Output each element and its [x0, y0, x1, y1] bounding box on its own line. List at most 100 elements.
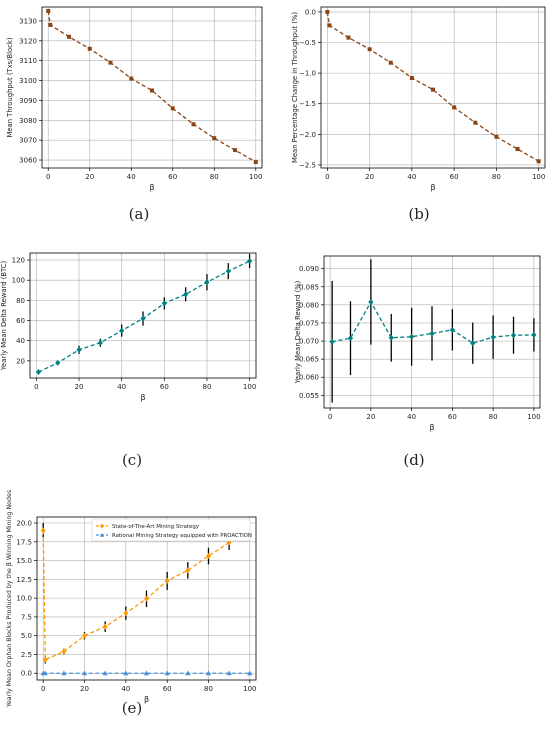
- y-tick-label: 15.0: [16, 557, 32, 565]
- data-point: [409, 76, 414, 81]
- legend-swatch-marker: [99, 532, 105, 537]
- data-point: [368, 298, 374, 305]
- y-tick-label: 0.075: [299, 319, 319, 327]
- data-point: [205, 670, 212, 676]
- legend-label: Rational Mining Strategy equipped with P…: [112, 533, 252, 539]
- data-point: [144, 595, 149, 602]
- x-tick-label: 60: [448, 413, 457, 421]
- data-point: [42, 670, 48, 676]
- x-tick-label: 40: [127, 173, 136, 181]
- x-tick-label: 40: [407, 173, 416, 181]
- x-tick-label: 100: [527, 413, 540, 421]
- data-point: [102, 670, 108, 676]
- data-point: [247, 670, 253, 676]
- x-axis-label: β: [140, 393, 145, 402]
- data-point: [161, 300, 167, 307]
- data-point: [388, 60, 393, 65]
- x-tick-label: 0: [41, 685, 45, 693]
- x-tick-label: 0: [328, 413, 332, 421]
- y-tick-label: 80: [16, 297, 25, 305]
- legend-box: [91, 518, 251, 542]
- y-tick-label: 3070: [19, 137, 37, 145]
- data-point: [494, 134, 499, 139]
- data-point: [119, 327, 125, 334]
- x-tick-label: 100: [243, 383, 256, 391]
- data-point: [82, 632, 87, 639]
- x-tick-label: 100: [532, 173, 545, 181]
- x-tick-label: 80: [489, 413, 498, 421]
- panel-label: (a): [129, 205, 150, 223]
- y-tick-label: 0.055: [299, 392, 319, 400]
- plot-frame: [323, 255, 541, 409]
- series-1: [35, 254, 253, 375]
- y-tick-label: 5.0: [21, 632, 32, 640]
- data-point: [388, 334, 394, 341]
- y-tick-label: −2.0: [299, 131, 316, 139]
- chart-panel-3: 0 20 40 60 80 100 20 40 60 80 100 120 β Yearly Mean D…: [0, 252, 257, 469]
- data-point: [367, 47, 372, 52]
- panel-label: (d): [403, 451, 424, 469]
- data-point: [515, 147, 520, 152]
- y-tick-label: 0.060: [299, 374, 319, 382]
- y-tick-label: 3110: [19, 57, 37, 65]
- series-1: [40, 523, 232, 664]
- x-tick-label: 20: [75, 383, 84, 391]
- data-point: [409, 333, 415, 340]
- y-tick-label: 3080: [19, 117, 37, 125]
- data-point: [123, 610, 129, 617]
- legend: State-of-The-Art Mining Strategy Rational…: [91, 518, 252, 542]
- x-tick-label: 20: [85, 173, 94, 181]
- y-tick-label: −1.0: [299, 70, 316, 78]
- y-tick-label: 0.080: [299, 301, 319, 309]
- y-tick-label: 3130: [19, 17, 37, 25]
- data-point: [431, 87, 435, 92]
- data-point: [452, 105, 457, 110]
- data-point: [46, 8, 51, 13]
- data-point: [247, 258, 253, 265]
- data-point: [140, 315, 146, 322]
- data-point: [164, 670, 170, 676]
- data-point: [40, 527, 46, 534]
- chart-panel-1: 0 20 40 60 80 100 3060 3070 3080 3090 3100 3110 3120…: [6, 6, 262, 223]
- data-point: [185, 567, 191, 574]
- x-tick-label: 40: [117, 383, 126, 391]
- chart-panel-5: 0 20 40 60 80 100 0.0 2.5 5.0 7.5 10.0 12.5 15.0 17.5…: [6, 490, 256, 717]
- y-tick-label: −0.5: [299, 39, 316, 47]
- data-point: [329, 338, 335, 345]
- data-point: [97, 339, 103, 346]
- y-tick-label: 120: [12, 257, 25, 265]
- x-tick-label: 60: [160, 383, 169, 391]
- series-1: [46, 8, 258, 165]
- x-tick-label: 40: [121, 685, 130, 693]
- series-line: [47, 10, 257, 163]
- x-axis-label: β: [429, 423, 434, 432]
- data-point: [61, 670, 67, 676]
- data-point: [76, 346, 82, 353]
- x-axis-label: β: [144, 695, 149, 704]
- data-point: [42, 656, 48, 663]
- series-1: [325, 9, 541, 164]
- x-tick-label: 0: [325, 173, 329, 181]
- data-point: [185, 670, 191, 676]
- y-axis-label: Mean Throughput (Txs/Block): [6, 37, 14, 137]
- legend-swatch-marker: [100, 523, 104, 529]
- x-tick-label: 80: [204, 685, 213, 693]
- data-point: [191, 122, 196, 127]
- data-point: [204, 279, 210, 286]
- panel-label: (c): [122, 451, 142, 469]
- data-point: [346, 35, 351, 40]
- panel-label: (b): [408, 205, 429, 223]
- y-tick-label: −2.5: [299, 161, 316, 169]
- x-axis-label: β: [149, 183, 154, 192]
- data-point: [102, 623, 108, 630]
- data-point: [536, 159, 541, 164]
- data-point: [108, 60, 113, 65]
- y-axis-label: Yearly Mean Orphan Blocks Produced by th…: [6, 490, 13, 708]
- data-point: [490, 334, 496, 341]
- legend-label: State-of-The-Art Mining Strategy: [112, 524, 200, 530]
- data-point: [66, 34, 71, 39]
- panel-label: (e): [122, 699, 143, 717]
- y-tick-label: 3060: [19, 157, 37, 165]
- data-point: [206, 553, 211, 560]
